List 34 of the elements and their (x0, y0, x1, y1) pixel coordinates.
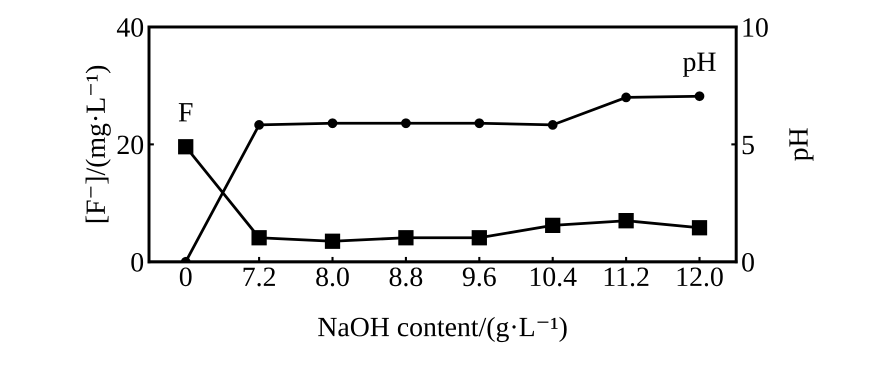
x-axis-title: NaOH content/(g·L⁻¹) (318, 316, 567, 342)
point (545, 218, 560, 234)
point (254, 120, 264, 130)
x-tick-label: 8.8 (390, 267, 422, 286)
y-tick-label: 0 (131, 252, 144, 272)
point (621, 92, 631, 102)
x-tick-label: 0 (180, 267, 192, 286)
x-tick-label: 12.0 (678, 267, 723, 286)
point (398, 230, 414, 246)
point (692, 220, 708, 236)
y2-tick-label: 0 (742, 252, 754, 272)
x-tick-label: 7.2 (244, 268, 275, 286)
point (618, 213, 634, 228)
point (548, 120, 558, 130)
point (324, 234, 340, 249)
point (328, 118, 338, 128)
x-tick-label: 9.6 (462, 268, 496, 286)
y2-axis-title: pH (789, 128, 814, 161)
x-tick-label: 8.0 (316, 267, 349, 286)
series-label: F (178, 103, 192, 122)
point (472, 230, 487, 246)
point (251, 230, 267, 246)
point (694, 91, 704, 102)
point (178, 139, 194, 154)
x-tick-label: 10.4 (530, 267, 577, 286)
y2-tick-label: 5 (742, 136, 754, 154)
series-label: pH (682, 52, 716, 77)
x-tick-label: 11.2 (604, 268, 648, 286)
point (401, 118, 411, 128)
y-tick-label: 20 (118, 136, 144, 154)
point (474, 118, 484, 128)
y-tick-label: 40 (116, 18, 144, 37)
y2-tick-label: 10 (744, 18, 768, 37)
y-axis-title: [F⁻]/(mg·L⁻¹) (86, 66, 111, 222)
